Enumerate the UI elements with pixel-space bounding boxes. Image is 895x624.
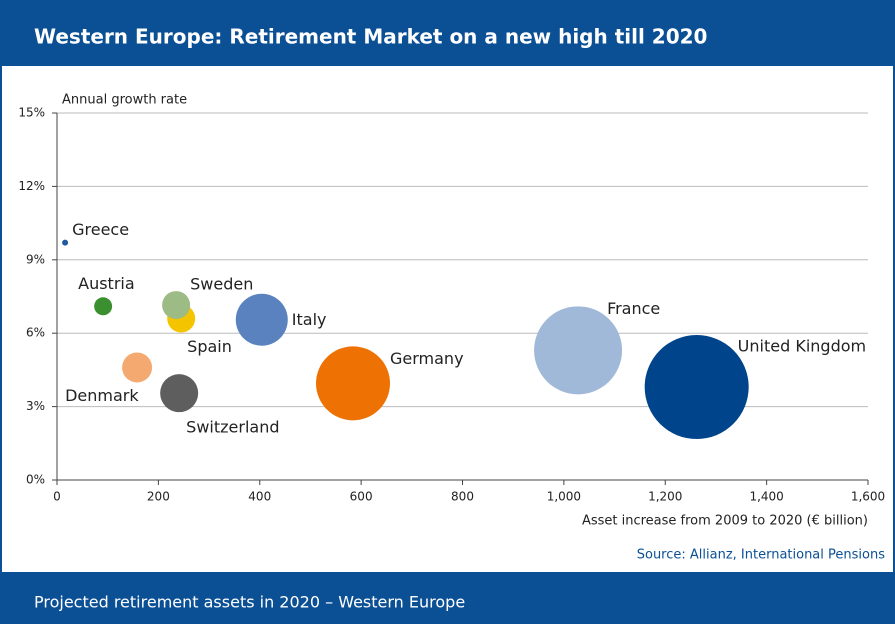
bubble [160, 374, 199, 413]
bubble [644, 335, 749, 440]
bubble-label: France [607, 299, 660, 318]
bubble [316, 346, 391, 421]
footer-bar [0, 572, 895, 624]
x-axis-label: Asset increase from 2009 to 2020 (€ bill… [582, 514, 868, 529]
bubble-label: Denmark [65, 386, 139, 405]
y-axis-label: Annual growth rate [62, 93, 187, 108]
chart-title: Western Europe: Retirement Market on a n… [34, 25, 707, 49]
bubble-label: Sweden [190, 275, 253, 294]
y-tick-label: 9% [26, 252, 45, 266]
bubble-label: Germany [390, 349, 464, 368]
y-tick-label: 12% [18, 179, 45, 193]
bubble [235, 293, 288, 346]
bubble-label: Italy [292, 310, 327, 329]
bubble-label: Switzerland [186, 418, 279, 437]
x-tick-label: 800 [451, 490, 474, 504]
x-tick-label: 1,200 [648, 490, 682, 504]
x-tick-label: 0 [53, 490, 61, 504]
bubble [122, 352, 153, 383]
bubble-label: Spain [187, 337, 232, 356]
bubble [162, 291, 191, 320]
bubble-label: Greece [72, 220, 129, 239]
bubble-label: United Kingdom [738, 337, 866, 356]
bubble [534, 306, 623, 395]
source: Source: Allianz, International Pensions [637, 548, 885, 563]
header-bar [0, 0, 895, 66]
y-tick-label: 15% [18, 106, 45, 120]
y-tick-label: 0% [26, 473, 45, 487]
footer-text: Projected retirement assets in 2020 – We… [34, 593, 465, 612]
x-tick-label: 1,000 [547, 490, 581, 504]
bubble [62, 239, 69, 246]
x-tick-label: 200 [147, 490, 170, 504]
x-tick-label: 1,400 [749, 490, 783, 504]
x-tick-label: 1,600 [851, 490, 885, 504]
x-tick-label: 600 [350, 490, 373, 504]
y-tick-label: 3% [26, 399, 45, 413]
x-tick-label: 400 [248, 490, 271, 504]
y-tick-label: 6% [26, 326, 45, 340]
bubble [94, 297, 113, 316]
bubble-label: Austria [78, 274, 135, 293]
